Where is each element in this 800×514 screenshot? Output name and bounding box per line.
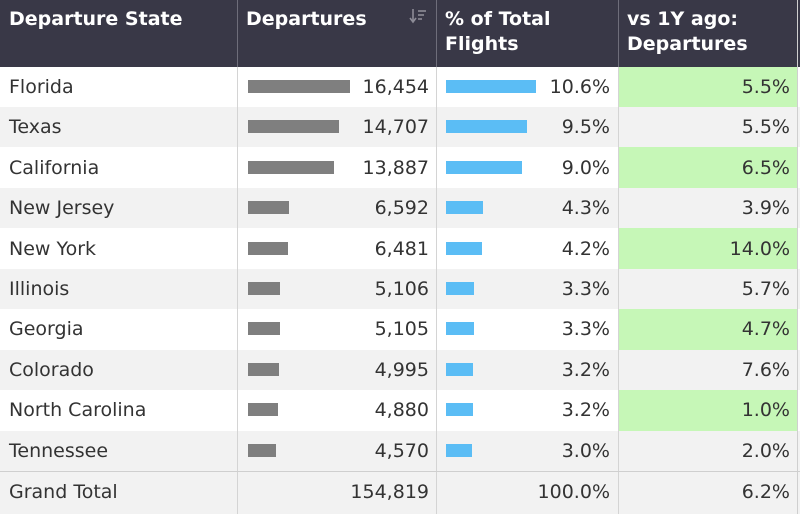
table-row[interactable]: New York 6,481 4.2% 14.0% [0, 229, 800, 269]
pct-bar [446, 201, 483, 215]
pct-value: 4.3% [561, 197, 610, 220]
departures-value: 6,592 [374, 197, 429, 220]
yoy-value: 5.7% [741, 278, 790, 300]
pct-value: 10.6% [549, 76, 610, 98]
table-header: Departure State Departures % of Total Fl… [0, 0, 800, 67]
pct-bar [446, 80, 536, 93]
table-row[interactable]: Illinois 5,106 3.3% 5.7% [0, 269, 800, 309]
yoy-value: 2.0% [741, 439, 790, 462]
pct-value: 3.2% [561, 358, 610, 381]
pct-bar [446, 362, 474, 376]
grand-total-label: Grand Total [9, 481, 118, 503]
pct-value: 3.2% [561, 399, 610, 422]
state-name: North Carolina [9, 399, 147, 422]
pct-bar [446, 322, 474, 336]
column-divider [618, 67, 619, 514]
pct-bar [446, 443, 472, 457]
departures-value: 16,454 [362, 76, 429, 98]
table-row[interactable]: Georgia 5,105 3.3% 4.7% [0, 309, 800, 349]
departures-bar [248, 443, 277, 457]
header-departures[interactable]: Departures [246, 8, 367, 30]
departures-value: 5,105 [374, 318, 429, 341]
yoy-value: 4.7% [741, 318, 790, 341]
yoy-value: 1.0% [741, 399, 790, 422]
departures-bar [248, 241, 289, 255]
pct-bar [446, 160, 523, 174]
pct-bar [446, 120, 527, 134]
departures-bar [248, 322, 280, 336]
pct-bar [446, 403, 474, 417]
grand-total-pct: 100.0% [537, 481, 610, 503]
pct-value: 3.3% [561, 318, 610, 341]
header-separator [237, 0, 238, 67]
table-row[interactable]: Colorado 4,995 3.2% 7.6% [0, 349, 800, 390]
header-separator [436, 0, 437, 67]
table-row[interactable]: New Jersey 6,592 4.3% 3.9% [0, 188, 800, 229]
state-name: Tennessee [9, 439, 109, 462]
departures-value: 4,995 [374, 358, 429, 381]
header-separator [618, 0, 619, 67]
departures-bar [248, 160, 335, 174]
pct-value: 4.2% [561, 237, 610, 260]
column-divider [436, 67, 437, 514]
table-row[interactable]: California 13,887 9.0% 6.5% [0, 148, 800, 188]
yoy-value: 3.9% [741, 197, 790, 220]
yoy-value: 5.5% [741, 116, 790, 139]
state-name: California [9, 156, 100, 179]
pct-bar [446, 282, 474, 295]
pct-value: 3.0% [561, 439, 610, 462]
departures-value: 14,707 [362, 116, 429, 139]
pct-value: 3.3% [561, 278, 610, 300]
grand-total-yoy: 6.2% [741, 481, 790, 503]
grand-total-row: Grand Total 154,819 100.0% 6.2% [0, 471, 800, 514]
departures-value: 4,880 [374, 399, 429, 422]
yoy-value: 6.5% [741, 156, 790, 179]
column-divider [237, 67, 238, 514]
yoy-value: 14.0% [729, 237, 790, 260]
departures-value: 13,887 [362, 156, 429, 179]
table-row[interactable]: Texas 14,707 9.5% 5.5% [0, 107, 800, 148]
total-divider [0, 471, 800, 472]
departures-value: 4,570 [374, 439, 429, 462]
state-name: New Jersey [9, 197, 115, 220]
state-name: Florida [9, 76, 74, 98]
header-pct-total-flights[interactable]: % of Total Flights [445, 8, 551, 55]
state-name: Georgia [9, 318, 84, 341]
table-right-border [797, 0, 798, 514]
table-row[interactable]: Florida 16,454 10.6% 5.5% [0, 67, 800, 107]
pct-value: 9.5% [561, 116, 610, 139]
state-name: Texas [9, 116, 62, 139]
grand-total-departures: 154,819 [350, 481, 429, 503]
pct-bar [446, 241, 482, 255]
pct-value: 9.0% [561, 156, 610, 179]
yoy-value: 5.5% [741, 76, 790, 98]
header-departure-state[interactable]: Departure State [9, 8, 183, 30]
table-row[interactable]: Tennessee 4,570 3.0% 2.0% [0, 430, 800, 471]
yoy-value: 7.6% [741, 358, 790, 381]
state-name: New York [9, 237, 97, 260]
departures-bar [248, 403, 279, 417]
header-vs-1y-ago[interactable]: vs 1Y ago: Departures [627, 8, 748, 55]
departures-bar [248, 362, 279, 376]
departures-value: 6,481 [374, 237, 429, 260]
departures-bar [248, 282, 280, 295]
departures-bar [248, 80, 350, 93]
departures-bar [248, 120, 340, 134]
state-name: Colorado [9, 358, 94, 381]
departures-bar [248, 201, 289, 215]
state-name: Illinois [9, 278, 70, 300]
table-row[interactable]: North Carolina 4,880 3.2% 1.0% [0, 390, 800, 430]
sort-descending-icon[interactable] [408, 6, 428, 26]
departures-value: 5,106 [374, 278, 429, 300]
